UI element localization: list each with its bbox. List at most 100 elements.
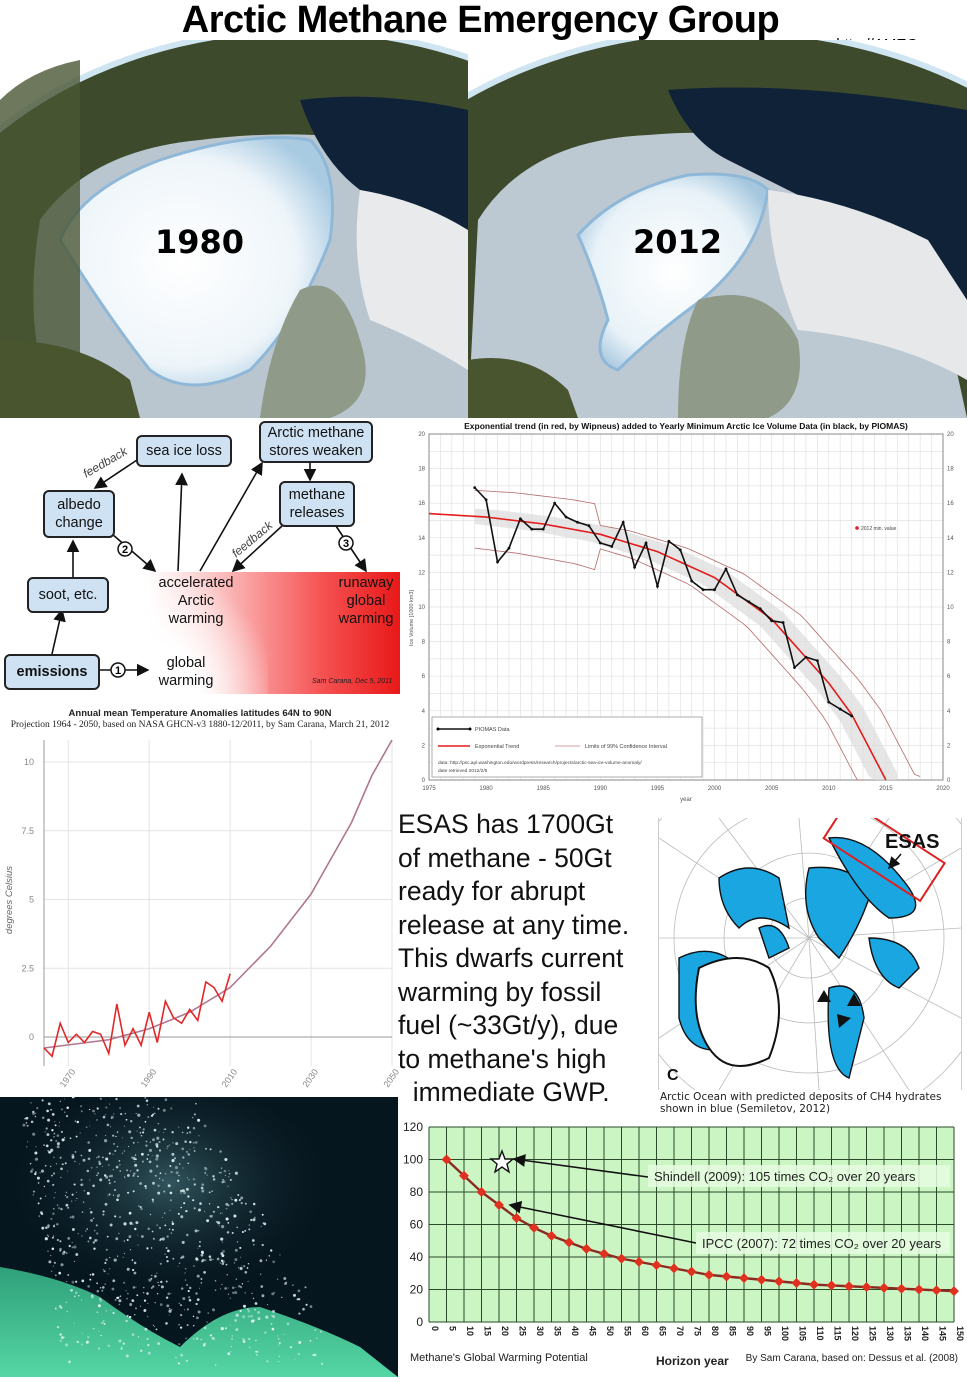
statement-line: fuel (~33Gt/y), due: [398, 1010, 619, 1040]
temp-chart-subtitle: Projection 1964 - 2050, based on NASA GH…: [10, 720, 390, 730]
svg-text:1980: 1980: [479, 786, 493, 792]
step-1-marker: 1: [115, 665, 121, 677]
legend-date: date retrieved 2012/2/5: [438, 768, 488, 774]
svg-text:60: 60: [640, 1326, 650, 1336]
svg-text:16: 16: [418, 501, 425, 507]
ipcc-annotation: IPCC (2007): 72 times CO₂ over 20 years: [702, 1236, 942, 1251]
svg-text:80: 80: [710, 1326, 720, 1336]
svg-text:95: 95: [763, 1326, 773, 1336]
statement-line: of methane - 50Gt: [398, 842, 612, 873]
global-warming-label: global warming: [150, 654, 222, 690]
svg-text:85: 85: [728, 1326, 738, 1336]
2012-min-value-label: 2012 min. value: [861, 526, 897, 532]
box-label: stores weaken: [269, 443, 363, 459]
box-label: change: [55, 515, 103, 531]
statement-line: ready for abrupt: [398, 876, 586, 906]
svg-text:25: 25: [518, 1326, 528, 1336]
gwp-chart-credit: By Sam Carana, based on: Dessus et al. (…: [746, 1353, 958, 1364]
map-panel-letter: C: [667, 1067, 679, 1084]
svg-text:0: 0: [422, 778, 426, 784]
svg-text:30: 30: [535, 1326, 545, 1336]
esas-hydrate-map: ESAS C: [658, 818, 962, 1090]
svg-text:1975: 1975: [422, 786, 436, 792]
feedback-label-left: feedback: [81, 444, 131, 481]
svg-text:2030: 2030: [301, 1067, 321, 1089]
box-emissions: emissions: [4, 654, 100, 690]
svg-text:2: 2: [422, 743, 426, 749]
esas-label: ESAS: [885, 831, 939, 853]
ice-volume-chart: Exponential trend (in red, by Wipneus) a…: [405, 418, 967, 808]
label-line: global: [166, 655, 206, 671]
svg-text:8: 8: [422, 640, 426, 646]
svg-text:110: 110: [815, 1326, 825, 1341]
page-title-text: Arctic Methane Emergency Group: [181, 0, 780, 41]
svg-text:1995: 1995: [651, 786, 665, 792]
label-line: accelerated: [158, 575, 234, 591]
svg-text:0: 0: [416, 1315, 423, 1329]
box-sea-ice-loss: sea ice loss: [136, 435, 232, 467]
svg-text:50: 50: [605, 1326, 615, 1336]
svg-text:20: 20: [410, 1283, 424, 1297]
svg-text:10: 10: [24, 757, 34, 767]
svg-text:80: 80: [410, 1185, 424, 1199]
svg-text:5: 5: [448, 1326, 458, 1331]
map-caption: Arctic Ocean with predicted deposits of …: [660, 1091, 965, 1115]
statement-line: This dwarfs current: [398, 943, 624, 973]
shindell-annotation: Shindell (2009): 105 times CO₂ over 20 y…: [654, 1169, 916, 1184]
box-arctic-methane-stores: Arctic methane stores weaken: [259, 421, 373, 463]
svg-text:5: 5: [29, 895, 34, 905]
label-line: warming: [168, 611, 224, 627]
box-label: sea ice loss: [146, 443, 222, 459]
svg-text:130: 130: [885, 1326, 895, 1341]
box-label: albedo: [57, 497, 101, 513]
svg-text:60: 60: [410, 1218, 424, 1232]
svg-text:10: 10: [418, 605, 425, 611]
svg-text:8: 8: [947, 640, 951, 646]
svg-text:145: 145: [938, 1326, 948, 1341]
svg-text:20: 20: [947, 432, 954, 438]
svg-text:12: 12: [947, 570, 954, 576]
svg-text:2010: 2010: [822, 786, 836, 792]
temperature-anomaly-chart: Annual mean Temperature Anomalies latitu…: [0, 700, 400, 1095]
svg-text:105: 105: [798, 1326, 808, 1341]
svg-text:20: 20: [418, 432, 425, 438]
statement-line: release at any time.: [398, 909, 630, 940]
svg-text:45: 45: [588, 1326, 598, 1336]
diagram-credit: Sam Carana, Dec 5, 2011: [312, 678, 393, 685]
label-line: warming: [338, 611, 394, 627]
svg-text:14: 14: [418, 536, 425, 542]
svg-text:4: 4: [947, 709, 951, 715]
y-axis-label: Ice Volume [1000 km3]: [409, 590, 415, 646]
diagram-arrows: feedback feedback 2 3 1: [51, 444, 367, 678]
svg-text:0: 0: [947, 778, 951, 784]
svg-text:90: 90: [745, 1326, 755, 1336]
label-line: warming: [158, 673, 214, 689]
year-label-1980: 1980: [155, 223, 245, 261]
legend-data-source: data: http://psc.apl.washington.edu/word…: [438, 760, 642, 766]
svg-text:35: 35: [553, 1326, 563, 1336]
box-label: releases: [289, 505, 345, 521]
svg-text:100: 100: [780, 1326, 790, 1341]
year-label-2012: 2012: [633, 223, 723, 261]
legend-exp-trend: Exponential Trend: [475, 744, 519, 750]
svg-text:16: 16: [947, 501, 954, 507]
x-axis-label: Horizon year: [656, 1354, 729, 1368]
svg-text:7.5: 7.5: [21, 826, 34, 836]
svg-text:18: 18: [947, 467, 954, 473]
feedback-loop-diagram: feedback feedback 2 3 1 sea ice loss Arc…: [0, 418, 402, 696]
svg-text:120: 120: [403, 1120, 423, 1134]
runaway-global-warming-label: runaway global warming: [330, 574, 402, 628]
svg-text:120: 120: [850, 1326, 860, 1341]
box-label: soot, etc.: [38, 587, 98, 603]
svg-text:15: 15: [483, 1326, 493, 1336]
page-title: Arctic Methane Emergency Group: [0, 0, 967, 40]
box-albedo-change: albedo change: [43, 490, 115, 538]
svg-text:2015: 2015: [879, 786, 893, 792]
svg-text:135: 135: [903, 1326, 913, 1341]
svg-text:1970: 1970: [58, 1067, 78, 1089]
svg-text:14: 14: [947, 536, 954, 542]
box-soot: soot, etc.: [27, 577, 109, 613]
svg-text:1990: 1990: [594, 786, 608, 792]
legend-piomas: PIOMAS Data: [475, 727, 510, 733]
